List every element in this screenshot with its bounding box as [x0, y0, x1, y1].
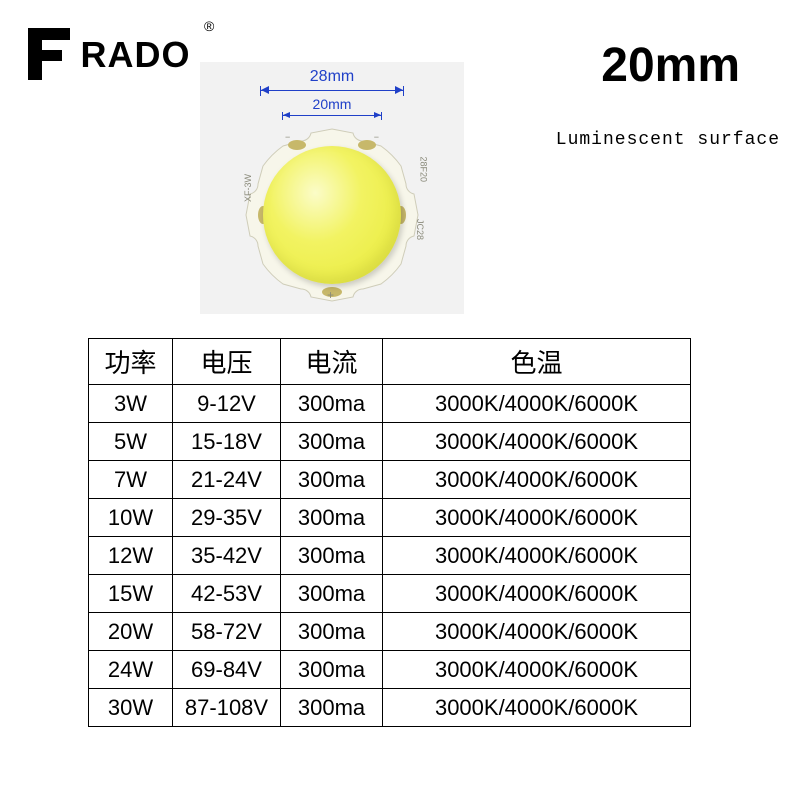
table-cell: 30W [89, 689, 173, 727]
col-header-voltage: 电压 [173, 339, 281, 385]
table-cell: 69-84V [173, 651, 281, 689]
table-cell: 42-53V [173, 575, 281, 613]
table-cell: 3000K/4000K/6000K [383, 385, 691, 423]
table-cell: 9-12V [173, 385, 281, 423]
logo-f-glyph [28, 28, 72, 80]
table-cell: 300ma [281, 613, 383, 651]
table-cell: 3000K/4000K/6000K [383, 537, 691, 575]
dimension-inner-label: 20mm [282, 96, 382, 112]
table-cell: 35-42V [173, 537, 281, 575]
table-cell: 300ma [281, 499, 383, 537]
mark-minus-left: − [285, 132, 290, 142]
table-row: 30W87-108V300ma3000K/4000K/6000K [89, 689, 691, 727]
mark-right-text-2: JC28 [415, 219, 425, 240]
table-cell: 15W [89, 575, 173, 613]
cob-chip: − − + XF-3W 28F20 JC28 [241, 124, 423, 306]
dimension-inner: 20mm [282, 96, 382, 120]
table-cell: 58-72V [173, 613, 281, 651]
table-row: 5W15-18V300ma3000K/4000K/6000K [89, 423, 691, 461]
led-surface [263, 146, 401, 284]
col-header-colortemp: 色温 [383, 339, 691, 385]
table-row: 3W9-12V300ma3000K/4000K/6000K [89, 385, 691, 423]
dimension-outer: 28mm [260, 68, 404, 96]
table-cell: 3000K/4000K/6000K [383, 689, 691, 727]
table-cell: 87-108V [173, 689, 281, 727]
registered-icon: ® [204, 18, 214, 34]
brand-logo: RADO [28, 28, 190, 85]
logo-text: RADO [80, 34, 190, 76]
table-cell: 300ma [281, 651, 383, 689]
table-cell: 300ma [281, 385, 383, 423]
table-cell: 300ma [281, 537, 383, 575]
table-cell: 300ma [281, 689, 383, 727]
table-cell: 15-18V [173, 423, 281, 461]
table-cell: 300ma [281, 575, 383, 613]
table-cell: 3000K/4000K/6000K [383, 499, 691, 537]
table-header-row: 功率 电压 电流 色温 [89, 339, 691, 385]
table-cell: 3000K/4000K/6000K [383, 575, 691, 613]
table-cell: 3000K/4000K/6000K [383, 461, 691, 499]
size-heading: 20mm [601, 38, 740, 93]
table-row: 12W35-42V300ma3000K/4000K/6000K [89, 537, 691, 575]
product-image: 28mm 20mm − − + XF-3W [200, 62, 464, 314]
table-row: 7W21-24V300ma3000K/4000K/6000K [89, 461, 691, 499]
table-row: 24W69-84V300ma3000K/4000K/6000K [89, 651, 691, 689]
table-cell: 3000K/4000K/6000K [383, 613, 691, 651]
table-row: 15W42-53V300ma3000K/4000K/6000K [89, 575, 691, 613]
table-cell: 10W [89, 499, 173, 537]
table-cell: 24W [89, 651, 173, 689]
surface-label: Luminescent surface [556, 130, 780, 150]
table-cell: 3W [89, 385, 173, 423]
table-row: 20W58-72V300ma3000K/4000K/6000K [89, 613, 691, 651]
spec-table: 功率 电压 电流 色温 3W9-12V300ma3000K/4000K/6000… [88, 338, 691, 727]
mark-left-text: XF-3W [243, 174, 253, 202]
dimension-outer-label: 28mm [260, 68, 404, 86]
table-cell: 20W [89, 613, 173, 651]
table-row: 10W29-35V300ma3000K/4000K/6000K [89, 499, 691, 537]
table-cell: 3000K/4000K/6000K [383, 423, 691, 461]
table-cell: 21-24V [173, 461, 281, 499]
table-cell: 7W [89, 461, 173, 499]
table-cell: 5W [89, 423, 173, 461]
table-cell: 300ma [281, 461, 383, 499]
table-cell: 300ma [281, 423, 383, 461]
mark-right-text-1: 28F20 [419, 156, 429, 182]
col-header-power: 功率 [89, 339, 173, 385]
table-cell: 12W [89, 537, 173, 575]
col-header-current: 电流 [281, 339, 383, 385]
table-cell: 29-35V [173, 499, 281, 537]
mark-plus: + [327, 288, 334, 302]
mark-minus-right: − [374, 132, 379, 142]
table-cell: 3000K/4000K/6000K [383, 651, 691, 689]
